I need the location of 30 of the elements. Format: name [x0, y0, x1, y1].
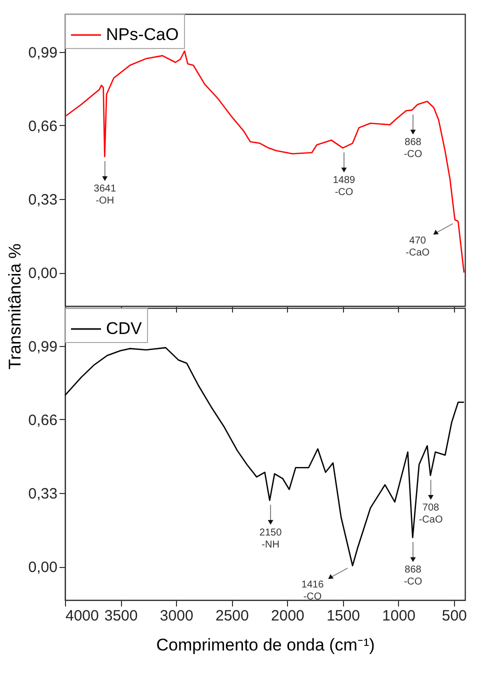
y-tick-label: 0,99	[28, 338, 58, 356]
y-tick-label: 0,33	[28, 486, 58, 503]
annotation: 3641 -OH	[94, 184, 116, 207]
x-axis-title: Comprimento de onda (cm⁻¹)	[156, 636, 375, 654]
x-tick-label: 4000	[66, 608, 99, 624]
x-tick-label: 1500	[326, 608, 360, 624]
annotation: 868 -CO	[404, 564, 422, 588]
annotation: 470 -CaO	[406, 235, 430, 258]
annotation: 1489 -CO	[332, 174, 356, 198]
y-tick-label: 0,00	[28, 265, 58, 282]
annotation: 708 -CaO	[418, 502, 443, 526]
annotation: 868 -CO	[404, 137, 422, 160]
annotation: 1416 -CO	[301, 580, 324, 603]
x-tick-label: 500	[442, 608, 467, 624]
y-tick-label: 0,66	[28, 412, 58, 429]
annotation: 2150 -NH	[259, 527, 282, 550]
line-series	[65, 50, 465, 274]
line-series	[65, 347, 465, 566]
y-tick-label: 0,66	[28, 118, 58, 135]
y-tick-label: 0,33	[28, 192, 58, 209]
y-tick-label: 0,99	[28, 44, 58, 62]
x-tick-label: 3500	[104, 608, 138, 624]
x-tick-label: 2500	[215, 608, 249, 624]
y-tick-label: 0,00	[28, 559, 58, 576]
x-tick-label: 2000	[271, 608, 304, 624]
x-tick-label: 3000	[160, 608, 194, 624]
legend-label: CDV	[106, 319, 143, 338]
y-axis-title: Transmitância %	[5, 244, 24, 370]
legend-label: NPs-CaO	[106, 25, 179, 44]
x-tick-label: 1000	[382, 608, 416, 624]
